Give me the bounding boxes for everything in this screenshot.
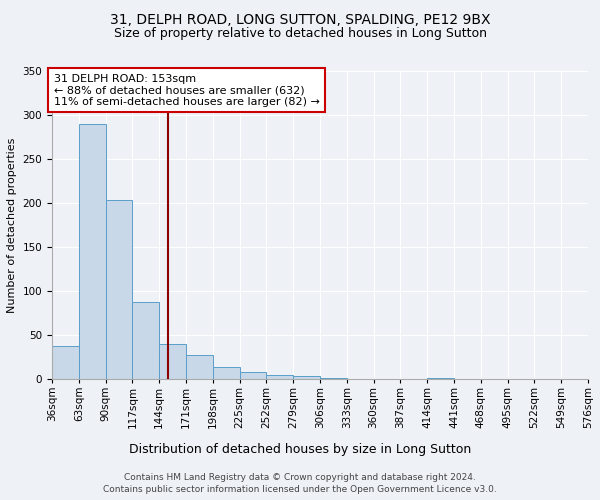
Bar: [52, 346, 79, 379]
Bar: [133, 302, 159, 379]
Text: Distribution of detached houses by size in Long Sutton: Distribution of detached houses by size …: [129, 442, 471, 456]
Text: Contains public sector information licensed under the Open Government Licence v3: Contains public sector information licen…: [103, 485, 497, 494]
Bar: [239, 372, 266, 379]
Text: 31, DELPH ROAD, LONG SUTTON, SPALDING, PE12 9BX: 31, DELPH ROAD, LONG SUTTON, SPALDING, P…: [110, 12, 490, 26]
Bar: [159, 344, 186, 379]
Bar: [293, 376, 320, 379]
Text: Contains HM Land Registry data © Crown copyright and database right 2024.: Contains HM Land Registry data © Crown c…: [124, 472, 476, 482]
Bar: [186, 355, 213, 379]
Bar: [79, 124, 106, 379]
Text: Size of property relative to detached houses in Long Sutton: Size of property relative to detached ho…: [113, 28, 487, 40]
Bar: [106, 200, 133, 379]
Bar: [427, 378, 454, 379]
Text: 31 DELPH ROAD: 153sqm
← 88% of detached houses are smaller (632)
11% of semi-det: 31 DELPH ROAD: 153sqm ← 88% of detached …: [54, 74, 320, 107]
Bar: [320, 378, 347, 379]
Bar: [213, 366, 239, 379]
Y-axis label: Number of detached properties: Number of detached properties: [7, 138, 17, 312]
Bar: [266, 374, 293, 379]
